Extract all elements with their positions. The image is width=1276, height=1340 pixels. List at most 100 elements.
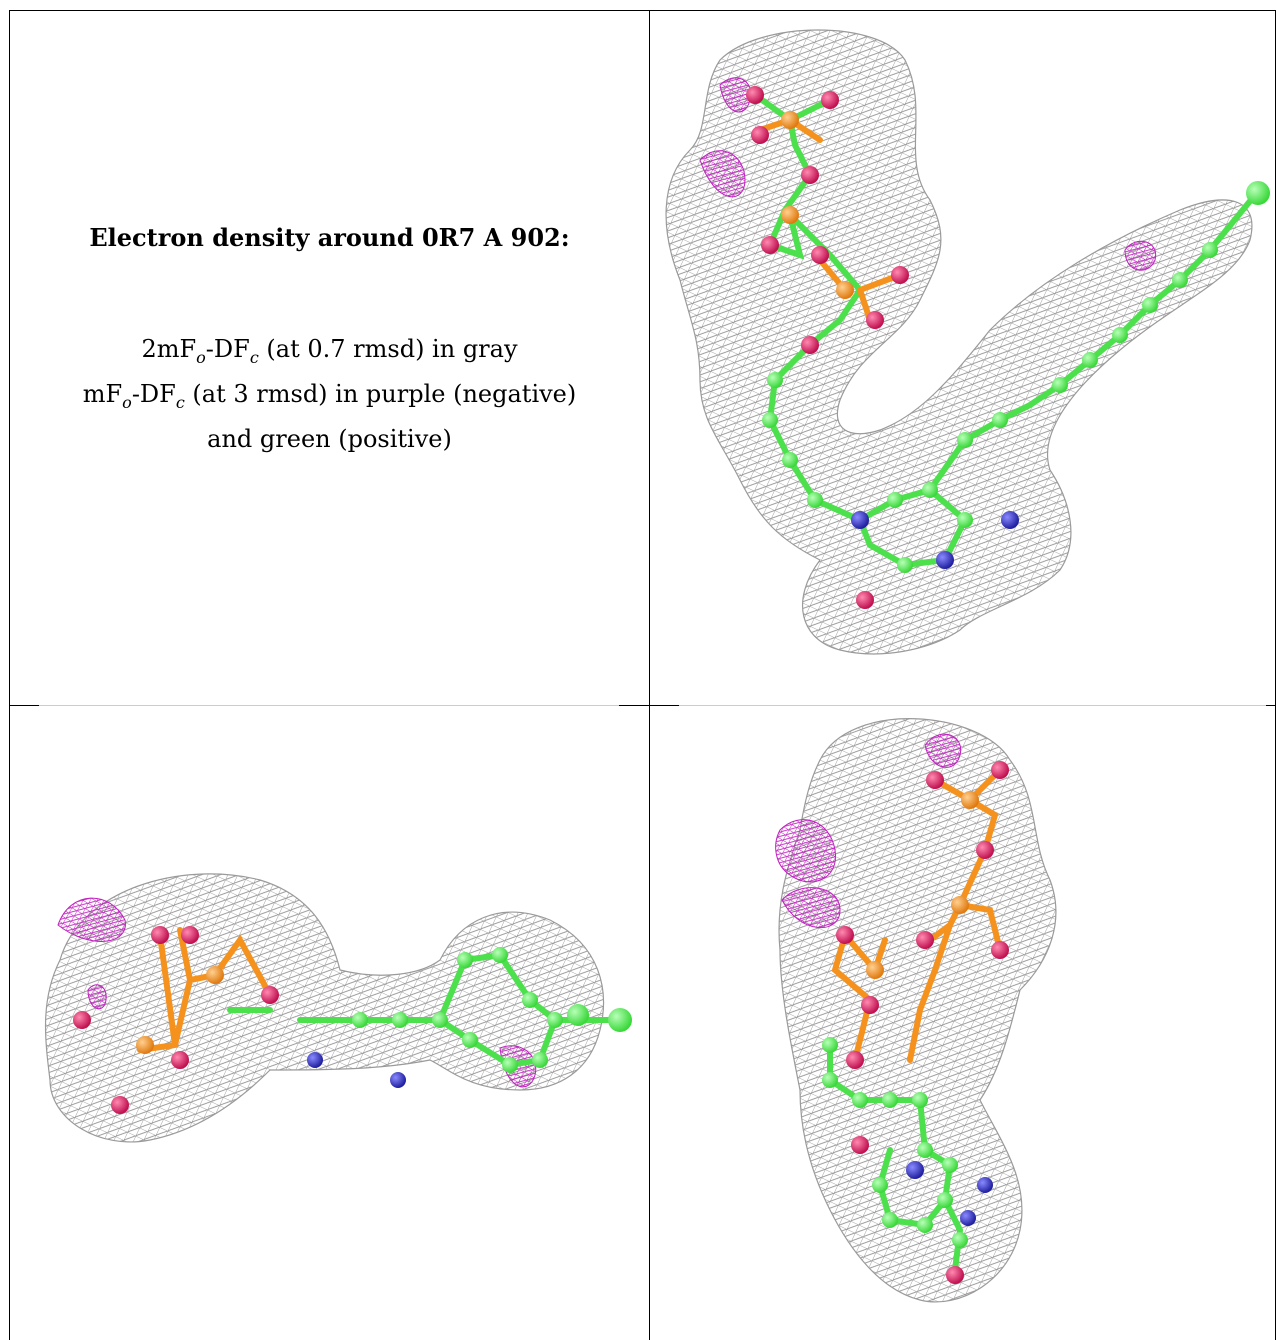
oxygen-atom [111,1096,129,1114]
oxygen-atom [811,246,829,264]
oxygen-atom [916,931,934,949]
view-bottom-left [44,873,632,1143]
carbon-atom [887,492,903,508]
view-bottom-right [775,718,1057,1303]
oxygen-atom [821,91,839,109]
negative-density [1124,240,1157,271]
carbon-atom [917,1142,933,1158]
carbon-atom [952,1232,968,1248]
oxygen-atom [976,841,994,859]
oxygen-atom [801,166,819,184]
carbon-atom [807,492,823,508]
caption-heading: Electron density around 0R7 A 902: [89,223,570,252]
carbon-atom [1052,377,1068,393]
nitrogen-atom [936,551,954,569]
carbon-atom [532,1052,548,1068]
negative-density [775,819,836,883]
negative-density [87,984,107,1010]
carbon-atom [392,1012,408,1028]
carbon-atom [957,512,973,528]
oxygen-atom [946,1266,964,1284]
carbon-atom [782,452,798,468]
legend-line-1-a: 2mF [141,335,197,363]
carbon-atom [822,1037,838,1053]
carbon-atom [1082,352,1098,368]
carbon-atom [547,1012,563,1028]
row-rule-middle [619,705,679,706]
carbon-atom [608,1008,632,1032]
negative-density [924,733,962,768]
legend-line-2-b: -DF [131,379,176,408]
carbon-atom [1172,272,1188,288]
carbon-atom [1202,242,1218,258]
caption-cell: Electron density around 0R7 A 902: 2mFo-… [10,11,649,705]
legend-line-2: mFo-DFc (at 3 rmsd) in purple (negative) [10,376,649,421]
phosphorus-atom [206,966,224,984]
carbon-atom [462,1032,478,1048]
carbon-atom [917,1217,933,1233]
oxygen-atom [866,311,884,329]
table-divider-vertical [649,10,650,1340]
carbon-atom [897,557,913,573]
oxygen-atom [851,1136,869,1154]
carbon-atom [922,482,938,498]
carbon-atom [502,1057,518,1073]
row-rule-left [9,705,39,706]
carbon-atom [912,1092,928,1108]
atoms [822,761,1009,1284]
caption-legend: 2mFo-DFc (at 0.7 rmsd) in gray mFo-DFc (… [10,331,649,458]
negative-density [699,150,746,198]
negative-density [781,887,841,929]
table-border-left [9,10,10,1340]
oxygen-atom [861,996,879,1014]
legend-line-2-c: (at 3 rmsd) in purple (negative) [184,379,577,408]
oxygen-atom [801,336,819,354]
row-rule-right [1266,705,1276,706]
carbon-atom [762,412,778,428]
nitrogen-atom [1001,511,1019,529]
legend-line-1-c: (at 0.7 rmsd) in gray [258,335,518,363]
carbon-atom [432,1012,448,1028]
legend-line-2-sub-c: c [175,392,185,412]
legend-line-1-sub-o: o [196,347,206,367]
oxygen-atom [926,771,944,789]
phosphorus-atom [961,791,979,809]
nitrogen-atom [960,1210,976,1226]
carbon-atom [1112,327,1128,343]
oxygen-atom [846,1051,864,1069]
legend-line-2-a: mF [82,379,123,408]
density-mesh [665,29,1253,655]
phosphorus-atom [951,896,969,914]
oxygen-atom [261,986,279,1004]
atoms [73,926,632,1114]
carbon-atom [872,1177,888,1193]
carbon-atom [822,1072,838,1088]
oxygen-atom [171,1051,189,1069]
legend-line-1: 2mFo-DFc (at 0.7 rmsd) in gray [10,331,649,376]
phosphorus-atom [136,1036,154,1054]
legend-line-2-sub-o: o [122,392,132,412]
oxygen-atom [891,266,909,284]
oxygen-atom [856,591,874,609]
view-top-right [665,29,1270,655]
carbon-atom [942,1157,958,1173]
carbon-atom [957,432,973,448]
phosphorus-atom [866,961,884,979]
nitrogen-atom [307,1052,323,1068]
carbon-atom [522,992,538,1008]
nitrogen-atom [851,511,869,529]
carbon-atom [352,1012,368,1028]
oxygen-atom [181,926,199,944]
carbon-atom [767,372,783,388]
oxygen-atom [836,926,854,944]
carbon-atom [492,947,508,963]
carbon-atom [852,1092,868,1108]
oxygen-atom [761,236,779,254]
legend-line-1-b: -DF [205,335,250,363]
nitrogen-atom [977,1177,993,1193]
phosphorus-atom [781,111,799,129]
oxygen-atom [991,941,1009,959]
nitrogen-atom [906,1161,924,1179]
oxygen-atom [746,86,764,104]
table-border-top [9,10,1276,11]
